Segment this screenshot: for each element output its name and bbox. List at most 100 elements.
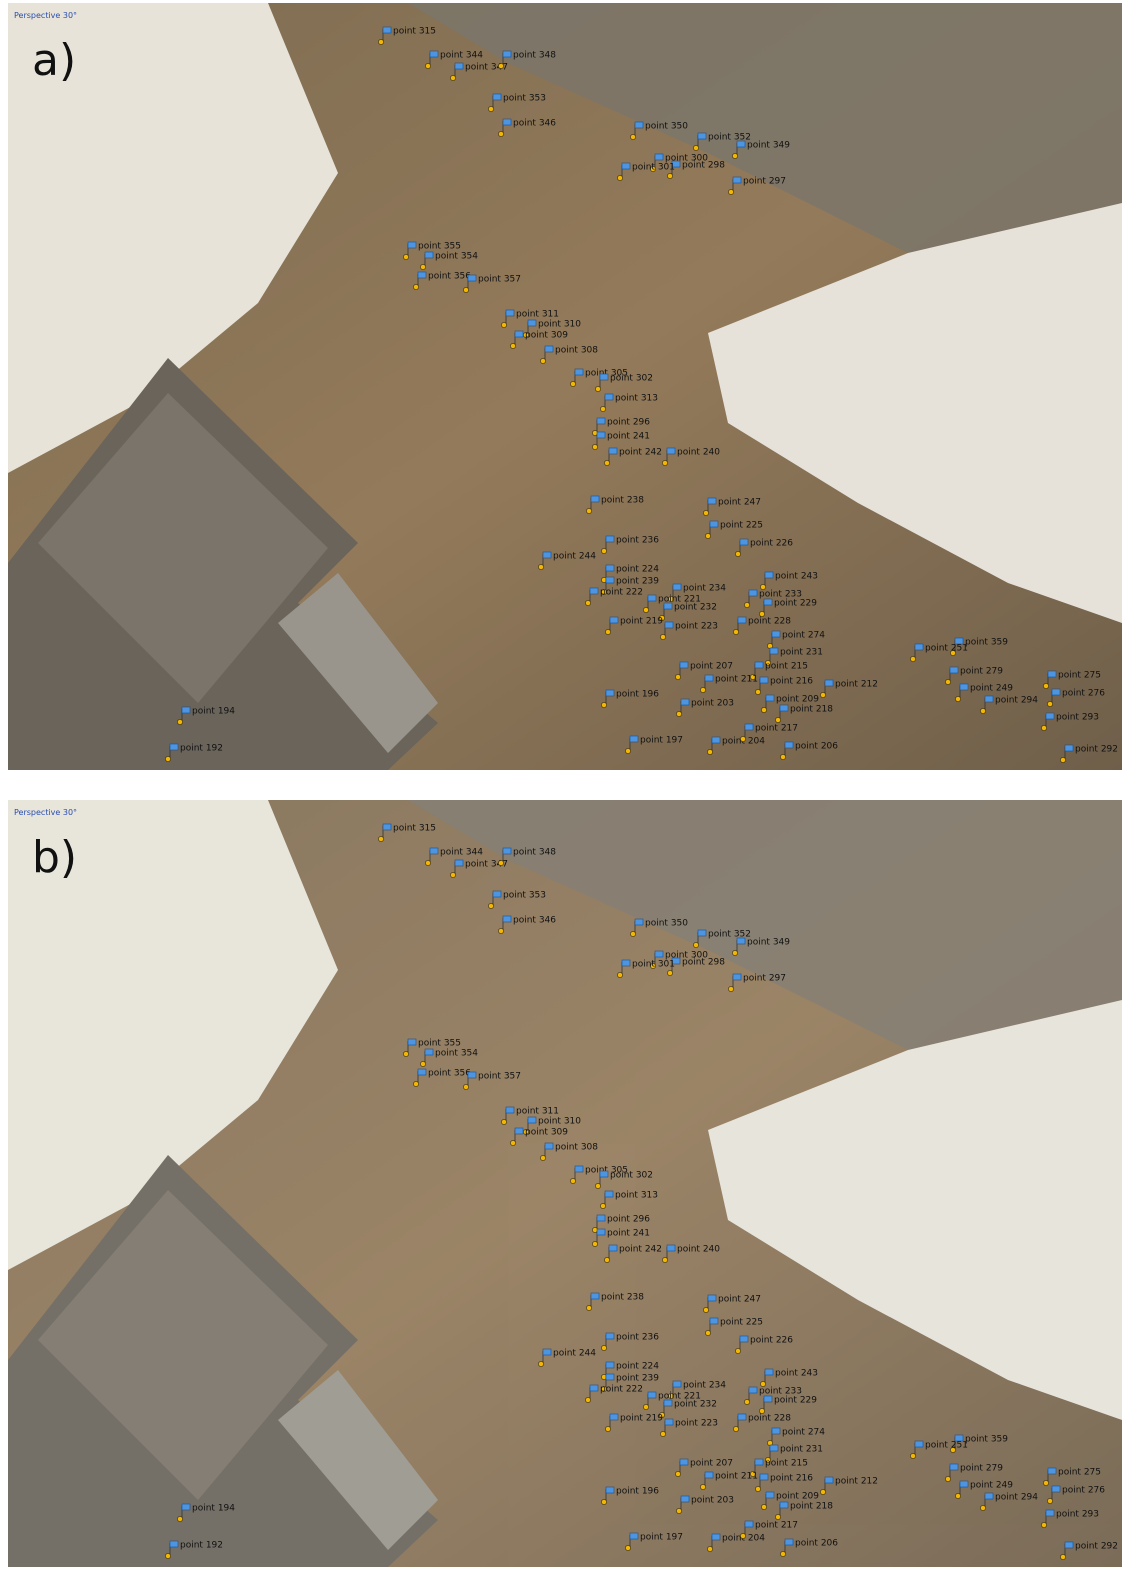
marker-flag — [733, 974, 741, 980]
point-label: point 217 — [755, 724, 798, 734]
marker-dot — [570, 381, 575, 386]
marker-dot — [604, 1257, 609, 1262]
marker-dot — [735, 551, 740, 556]
marker-dot — [498, 928, 503, 933]
marker-dot — [675, 1471, 680, 1476]
point-label: point 240 — [677, 1245, 720, 1255]
marker-flag — [765, 572, 773, 578]
marker-flag — [606, 1362, 614, 1368]
marker-dot — [605, 629, 610, 634]
marker-dot — [643, 607, 648, 612]
marker-dot — [643, 1404, 648, 1409]
marker-dot — [705, 533, 710, 538]
marker-flag — [664, 1400, 672, 1406]
point-label: point 192 — [180, 1541, 223, 1551]
marker-flag — [738, 1414, 746, 1420]
point-label: point 315 — [393, 27, 436, 37]
point-label: point 215 — [765, 662, 808, 672]
point-label: point 236 — [616, 1333, 659, 1343]
point-label: point 231 — [780, 1445, 823, 1455]
marker-dot — [740, 1533, 745, 1538]
marker-flag — [597, 418, 605, 424]
marker-flag — [545, 346, 553, 352]
point-label: point 211 — [715, 675, 758, 685]
marker-dot — [585, 1397, 590, 1402]
marker-dot — [601, 548, 606, 553]
marker-dot — [662, 460, 667, 465]
marker-dot — [378, 836, 383, 841]
marker-flag — [740, 539, 748, 545]
point-label: point 226 — [750, 539, 793, 549]
point-label: point 298 — [682, 161, 725, 171]
marker-flag — [698, 930, 706, 936]
marker-dot — [660, 1431, 665, 1436]
marker-dot — [600, 1203, 605, 1208]
point-label: point 350 — [645, 919, 688, 929]
marker-flag — [606, 1487, 614, 1493]
marker-dot — [617, 972, 622, 977]
marker-flag — [772, 631, 780, 637]
marker-dot — [820, 692, 825, 697]
marker-flag — [680, 662, 688, 668]
marker-dot — [735, 1348, 740, 1353]
marker-flag — [780, 1502, 788, 1508]
point-label: point 276 — [1062, 689, 1105, 699]
marker-flag — [985, 696, 993, 702]
point-label: point 207 — [690, 1459, 733, 1469]
point-label: point 348 — [513, 848, 556, 858]
marker-dot — [413, 284, 418, 289]
marker-flag — [606, 577, 614, 583]
marker-flag — [764, 1396, 772, 1402]
point-label: point 226 — [750, 1336, 793, 1346]
marker-dot — [595, 1183, 600, 1188]
marker-flag — [455, 860, 463, 866]
marker-flag — [622, 163, 630, 169]
marker-flag — [710, 521, 718, 527]
marker-dot — [420, 264, 425, 269]
marker-flag — [738, 617, 746, 623]
marker-dot — [700, 687, 705, 692]
marker-dot — [775, 1514, 780, 1519]
marker-flag — [667, 448, 675, 454]
marker-flag — [655, 951, 663, 957]
marker-flag — [915, 644, 923, 650]
marker-flag — [708, 498, 716, 504]
marker-dot — [501, 1119, 506, 1124]
marker-flag — [591, 496, 599, 502]
marker-flag — [705, 1472, 713, 1478]
marker-dot — [755, 689, 760, 694]
point-label: point 348 — [513, 51, 556, 61]
point-label: point 251 — [925, 1441, 968, 1451]
marker-flag — [425, 252, 433, 258]
marker-flag — [609, 448, 617, 454]
marker-dot — [177, 1516, 182, 1521]
point-label: point 296 — [607, 1215, 650, 1225]
marker-flag — [493, 94, 501, 100]
marker-dot — [693, 942, 698, 947]
point-label: point 297 — [743, 177, 786, 187]
marker-dot — [744, 602, 749, 607]
marker-dot — [586, 1305, 591, 1310]
marker-dot — [667, 173, 672, 178]
marker-dot — [450, 75, 455, 80]
marker-flag — [610, 617, 618, 623]
point-label: point 279 — [960, 1464, 1003, 1474]
point-label: point 238 — [601, 496, 644, 506]
point-label: point 294 — [995, 696, 1038, 706]
marker-dot — [378, 39, 383, 44]
marker-dot — [450, 872, 455, 877]
marker-dot — [498, 63, 503, 68]
point-label: point 279 — [960, 667, 1003, 677]
point-label: point 247 — [718, 1295, 761, 1305]
marker-dot — [403, 1051, 408, 1056]
marker-flag — [630, 1533, 638, 1539]
marker-flag — [383, 27, 391, 33]
point-label: point 247 — [718, 498, 761, 508]
marker-flag — [1065, 1542, 1073, 1548]
marker-flag — [503, 848, 511, 854]
point-label: point 192 — [180, 744, 223, 754]
marker-flag — [430, 848, 438, 854]
point-label: point 234 — [683, 1381, 726, 1391]
marker-flag — [597, 1215, 605, 1221]
marker-flag — [543, 552, 551, 558]
